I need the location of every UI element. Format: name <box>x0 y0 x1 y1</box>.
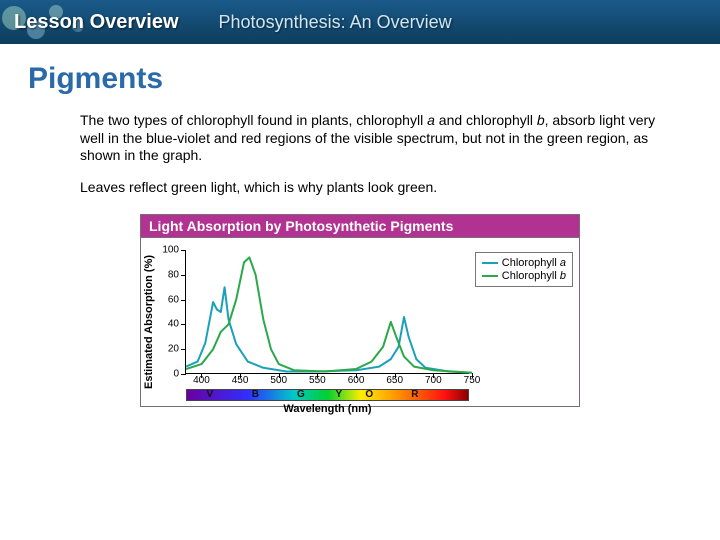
p1-text-b: and chlorophyll <box>435 112 537 128</box>
y-tick-label: 40 <box>168 319 179 330</box>
y-tick-label: 60 <box>168 294 179 305</box>
paragraph-2: Leaves reflect green light, which is why… <box>0 165 720 197</box>
spectrum-band-label: G <box>297 389 305 400</box>
legend-entry: Chlorophyll b <box>482 270 566 282</box>
header: Lesson Overview Photosynthesis: An Overv… <box>0 0 720 44</box>
chart-container: Light Absorption by Photosynthetic Pigme… <box>140 214 580 407</box>
series-line <box>186 287 472 373</box>
legend-label: Chlorophyll b <box>502 270 566 282</box>
legend: Chlorophyll aChlorophyll b <box>475 252 573 287</box>
y-axis-label: Estimated Absorption (%) <box>141 238 157 406</box>
legend-swatch <box>482 262 498 264</box>
x-axis-ticks: 400450500550600650700750 <box>186 375 469 387</box>
legend-entry: Chlorophyll a <box>482 257 566 269</box>
spectrum-bar: VBGYOR <box>186 389 469 401</box>
spectrum-band-label: O <box>365 389 373 400</box>
line-chart <box>186 250 472 374</box>
p1-italic-2: b <box>537 112 545 128</box>
spectrum-band-label: R <box>411 389 418 400</box>
spectrum-band-label: Y <box>336 389 343 400</box>
y-axis-ticks: 0 20 40 60 80 100 <box>157 238 181 406</box>
spectrum-band-label: B <box>252 389 259 400</box>
y-tick-label: 80 <box>168 269 179 280</box>
lesson-overview-title: Lesson Overview <box>14 11 179 34</box>
spectrum-band-label: V <box>206 389 213 400</box>
p1-italic-1: a <box>427 112 435 128</box>
plot-area: 400450500550600650700750 VBGYOR Waveleng… <box>185 250 469 374</box>
y-tick-label: 100 <box>162 245 179 256</box>
y-tick-label: 0 <box>173 369 179 380</box>
page-subtitle: Photosynthesis: An Overview <box>219 12 452 33</box>
section-title: Pigments <box>0 44 720 102</box>
chart-body: Estimated Absorption (%) 0 20 40 60 80 100 40… <box>141 238 579 406</box>
chart-title: Light Absorption by Photosynthetic Pigme… <box>141 215 579 238</box>
x-axis-label: Wavelength (nm) <box>186 403 469 415</box>
legend-swatch <box>482 275 498 277</box>
p1-text-a: The two types of chlorophyll found in pl… <box>80 112 427 128</box>
y-tick-label: 20 <box>168 344 179 355</box>
paragraph-1: The two types of chlorophyll found in pl… <box>0 102 720 165</box>
legend-label: Chlorophyll a <box>502 257 566 269</box>
